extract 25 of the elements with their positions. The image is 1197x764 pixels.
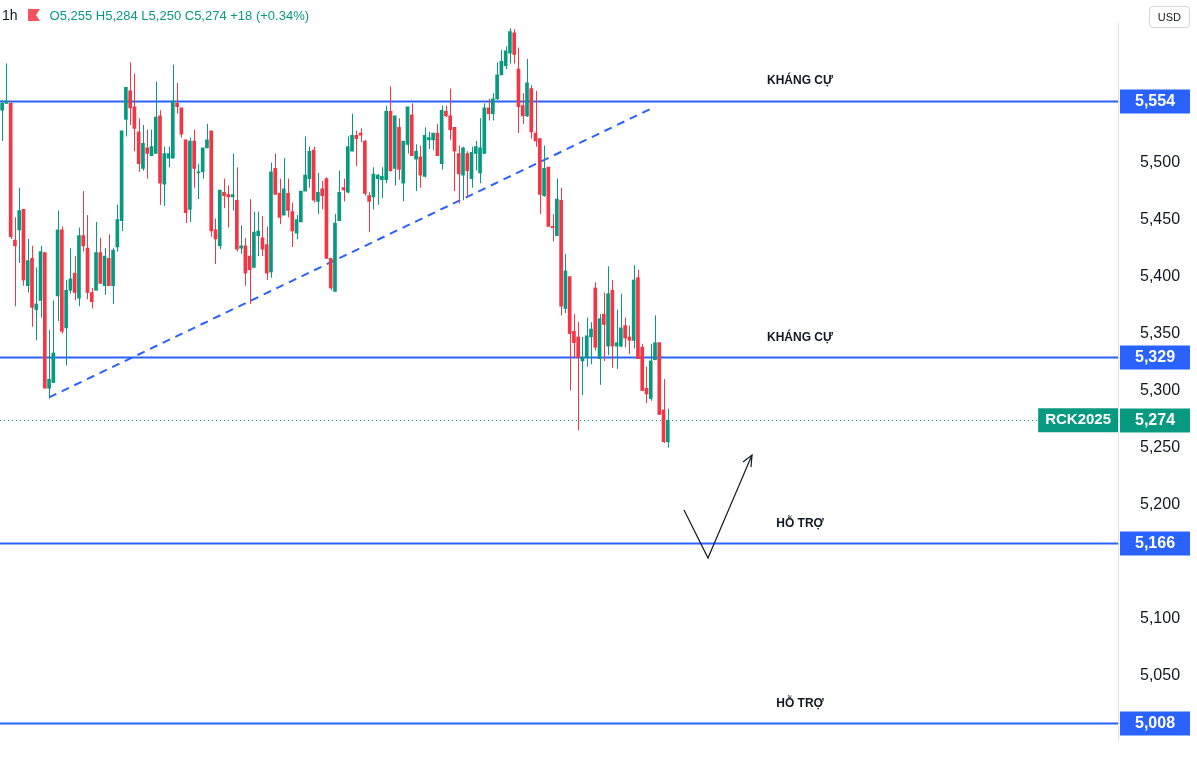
y-tick-label: 5,450 [1140,210,1181,228]
candlestick [42,252,47,389]
ref-line-label: 5,274 [1134,410,1176,428]
annotation: HỖ TRỢ [776,514,825,530]
candlestick [145,129,150,180]
annotation: KHÁNG CỰ [767,328,834,344]
y-tick-label: 5,400 [1140,266,1181,284]
y-tick-label: 5,300 [1140,380,1181,398]
y-tick-label: 5,050 [1140,665,1181,683]
annotation: HỖ TRỢ [776,694,825,710]
y-tick-label: 5,500 [1140,153,1181,171]
y-tick-label: 5,200 [1140,494,1181,512]
ref-line-label: 5,166 [1134,533,1176,551]
candlestick [546,166,551,227]
text: USD [1148,6,1190,28]
ref-line-label: 5,329 [1134,347,1176,365]
ref-line-label: 5,554 [1134,91,1176,109]
annotation: KHÁNG CỰ [767,72,834,88]
y-tick-label: 5,100 [1140,608,1181,626]
chart-title: 1h [2,7,18,23]
annotation: RCK2025 [1045,410,1111,428]
y-tick-label: 5,350 [1140,323,1181,341]
y-tick-label: 5,250 [1140,437,1181,455]
chart-subtitle: O5,255 H5,284 L5,250 C5,274 +18 (+0.34%) [49,7,310,23]
ref-line-label: 5,008 [1134,713,1176,731]
